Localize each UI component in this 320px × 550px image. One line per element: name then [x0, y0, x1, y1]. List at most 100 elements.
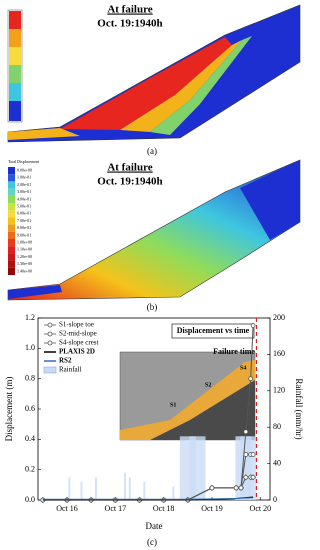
- y2-tick-label: 200: [273, 313, 285, 322]
- marker: [242, 474, 249, 481]
- colorbar-label: 3.00e-01: [17, 189, 31, 194]
- y-tick-label: 1.0: [25, 343, 35, 352]
- y-tick-label: 0.2: [25, 464, 35, 473]
- colorbar-step: [9, 83, 21, 101]
- colorbar-step: [8, 167, 15, 175]
- rain-bar: [68, 477, 71, 500]
- colorbar-step: [8, 253, 15, 261]
- x-tick-label: Oct 20: [250, 504, 272, 513]
- panel-a: At failure Oct. 19:1940h (a): [7, 4, 301, 156]
- inset-schematic: [119, 351, 256, 441]
- colorbar-step: [8, 195, 15, 203]
- marker: [209, 485, 215, 491]
- marker: [250, 452, 256, 457]
- x-axis-label: Date: [146, 521, 163, 531]
- legend-marker: [47, 340, 53, 346]
- y2-tick-label: 80: [273, 422, 281, 431]
- rain-bar: [95, 477, 97, 500]
- y-tick-label: 1.2: [25, 313, 35, 322]
- colorbar-label: 0.00e+00: [17, 168, 32, 173]
- rain-bar: [172, 486, 175, 500]
- panel-subtitle: Oct. 19:1940h: [97, 176, 162, 188]
- rain-bar: [80, 481, 83, 500]
- panel-title: At failure: [107, 162, 152, 174]
- colorbar-label: 1.20e+00: [17, 254, 32, 259]
- x-tick-label: Oct 18: [153, 504, 175, 513]
- legend-label: S2-mid-slope: [59, 330, 97, 338]
- marker: [250, 474, 257, 481]
- marker: [243, 429, 249, 435]
- colorbar-step: [9, 65, 21, 83]
- series-line: [42, 476, 254, 501]
- chart-title: Displacement vs time: [177, 326, 250, 335]
- colorbar-step: [8, 217, 15, 225]
- series-line: [42, 497, 254, 500]
- crest-contour: [240, 160, 300, 240]
- caption: (b): [147, 302, 158, 312]
- colorbar-label: 1.10e+00: [17, 247, 32, 252]
- caption: (c): [147, 537, 157, 547]
- colorbar-step: [8, 174, 15, 182]
- y2-axis-label: Rainfall (mm/hr): [294, 378, 304, 439]
- y-tick-label: 0.0: [25, 495, 35, 504]
- x-tick-label: Oct 17: [105, 504, 127, 513]
- colorbar-label: 9.00e-01: [17, 232, 31, 237]
- marker: [250, 323, 256, 328]
- y2-tick-label: 0: [273, 495, 277, 504]
- colorbar-label: 1.40e+00: [17, 268, 32, 273]
- title-box: [171, 323, 255, 339]
- y-tick-label: 0.6: [25, 404, 35, 413]
- colorbar-label: 1.30e+00: [17, 261, 32, 266]
- y2-tick-label: 160: [273, 349, 285, 358]
- toe-contour: [8, 285, 62, 299]
- colorbar-label: 7.00e-01: [17, 218, 31, 223]
- panel-title: At failure: [107, 4, 152, 16]
- colorbar-step: [9, 47, 21, 65]
- inset-label: S2: [205, 382, 211, 388]
- rain-bar: [124, 472, 126, 500]
- slope-mesh: [7, 4, 301, 143]
- colorbar-step: [9, 29, 21, 47]
- legend-label: RS2: [59, 357, 72, 365]
- colorbar-step: [9, 101, 21, 121]
- y2-tick-label: 120: [273, 386, 285, 395]
- panel-subtitle: Oct. 19:1940h: [97, 18, 162, 30]
- colorbar-step: [8, 224, 15, 232]
- marker: [248, 376, 254, 382]
- marker: [238, 485, 244, 491]
- colorbar-label: 4.00e-01: [17, 196, 31, 201]
- colorbar-label: 1.00e-01: [17, 175, 31, 180]
- rain-bar: [128, 477, 131, 500]
- annotation: Failure time: [213, 347, 255, 356]
- colorbar-label: 8.00e-01: [17, 225, 31, 230]
- colorbar-label: 6.00e-01: [17, 211, 31, 216]
- rain-bar: [143, 481, 146, 500]
- colorbar-label: 2.00e-01: [17, 182, 31, 187]
- inset-label: S1: [170, 402, 176, 408]
- series-line: [42, 454, 254, 501]
- colorbar-step: [8, 239, 15, 247]
- toe-zone: [8, 128, 80, 140]
- colorbar-step: [8, 203, 15, 211]
- legend-label: S1-slope toe: [59, 321, 94, 329]
- colorbar-step: [8, 181, 15, 189]
- inset-label: S4: [240, 365, 246, 371]
- colorbar-step: [8, 188, 15, 196]
- failure-zone: [60, 37, 232, 130]
- transition-zone: [150, 36, 252, 135]
- colorbar-step: [8, 267, 15, 275]
- legend-label: PLAXIS 2D: [59, 348, 95, 356]
- rain-bar: [189, 436, 206, 500]
- legend-label: Rainfall: [59, 366, 82, 374]
- chart: Displacement vs time Failure time Date D…: [4, 313, 304, 547]
- inset-bedrock: [150, 380, 255, 440]
- x-tick-label: Oct 19: [201, 504, 223, 513]
- y-tick-label: 0.8: [25, 373, 35, 382]
- marker: [233, 485, 239, 491]
- y2-tick-label: 40: [273, 458, 281, 467]
- colorbar-step: [8, 210, 15, 218]
- legend-marker: [47, 331, 53, 337]
- caption: (a): [147, 146, 157, 156]
- y-axis-label: Displacement (m): [4, 377, 14, 442]
- panel-b: At failure Oct. 19:1940h Total Displacem…: [7, 159, 301, 312]
